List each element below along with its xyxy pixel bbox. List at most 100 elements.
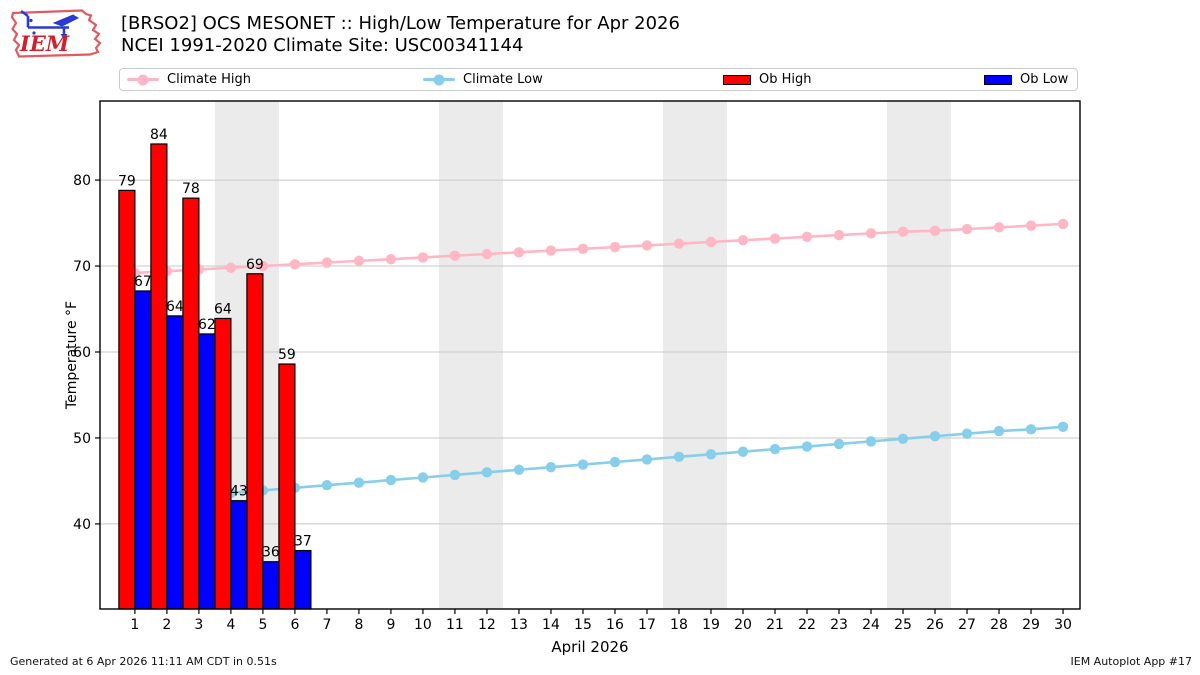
climate-low-marker xyxy=(929,431,941,442)
x-tick-label: 10 xyxy=(414,617,432,633)
ob-low-value-label: 36 xyxy=(262,545,280,561)
y-tick-label: 40 xyxy=(73,517,91,533)
climate-high-marker xyxy=(385,253,397,265)
climate-low-marker xyxy=(449,469,461,481)
climate-high-line xyxy=(134,222,1064,275)
ob-low-bar xyxy=(166,315,184,610)
ob-low-bar xyxy=(230,500,248,610)
x-tick-label: 29 xyxy=(1022,617,1040,633)
climate-low-marker xyxy=(1025,424,1037,435)
ob-high-bar xyxy=(118,189,136,610)
ob-low-value-label: 37 xyxy=(294,534,312,550)
climate-high-marker xyxy=(481,248,493,260)
app-credit: IEM Autoplot App #17 xyxy=(1070,655,1193,668)
climate-high-marker xyxy=(801,231,813,243)
legend-item-ob-high: Ob High xyxy=(723,69,812,90)
ob-high-bar xyxy=(150,143,168,610)
climate-low-marker xyxy=(513,464,525,475)
x-tick-label: 6 xyxy=(290,617,299,633)
title-block: [BRSO2] OCS MESONET :: High/Low Temperat… xyxy=(121,13,680,57)
climate-low-marker xyxy=(833,438,845,450)
climate-high-marker xyxy=(449,250,461,261)
climate-high-marker xyxy=(417,252,429,263)
ob-high-value-label: 84 xyxy=(150,127,168,143)
legend-label: Ob Low xyxy=(1020,72,1069,87)
generated-timestamp: Generated at 6 Apr 2026 11:11 AM CDT in … xyxy=(10,655,277,668)
legend-item-climate-high: Climate High xyxy=(127,69,251,90)
climate-low-marker xyxy=(961,428,973,439)
climate-high-line-marker-icon xyxy=(127,74,159,85)
climate-low-marker xyxy=(769,443,781,455)
weekend-band xyxy=(887,101,952,609)
x-tick-label: 15 xyxy=(574,617,592,633)
x-tick-label: 18 xyxy=(670,617,688,633)
y-tick-label: 60 xyxy=(73,345,91,361)
climate-low-marker xyxy=(545,461,557,473)
climate-high-marker xyxy=(577,243,589,255)
climate-high-marker xyxy=(353,255,365,267)
x-tick-label: 27 xyxy=(958,617,976,633)
ob-low-bar xyxy=(134,290,152,610)
climate-low-marker xyxy=(577,459,589,470)
weathervane-icon xyxy=(20,9,80,41)
ob-low-value-label: 43 xyxy=(230,484,248,500)
chart-title: [BRSO2] OCS MESONET :: High/Low Temperat… xyxy=(121,13,680,34)
climate-low-marker xyxy=(705,449,717,460)
climate-high-marker xyxy=(865,228,877,239)
legend-label: Ob High xyxy=(759,72,812,87)
climate-high-marker xyxy=(257,260,269,272)
x-tick-label: 1 xyxy=(130,617,139,633)
y-tick-label: 50 xyxy=(73,431,91,447)
chart-subtitle: NCEI 1991-2020 Climate Site: USC00341144 xyxy=(121,35,524,56)
iem-logo-text: IEM xyxy=(19,31,70,56)
climate-high-marker xyxy=(705,236,717,248)
ob-high-bar xyxy=(214,317,232,610)
y-tick-label: 80 xyxy=(73,173,91,189)
legend: Climate High Climate Low Ob High Ob Low xyxy=(119,68,1078,91)
ob-low-bar xyxy=(294,549,312,610)
ob-high-value-label: 69 xyxy=(246,257,264,273)
iowa-outline xyxy=(10,9,102,58)
climate-low-marker xyxy=(865,436,877,447)
x-tick-label: 7 xyxy=(322,617,331,633)
x-tick-label: 2 xyxy=(162,617,171,633)
x-tick-label: 30 xyxy=(1054,617,1072,633)
legend-label: Climate Low xyxy=(463,72,543,87)
climate-low-line-marker-icon xyxy=(423,74,455,85)
ob-high-value-label: 78 xyxy=(182,181,200,197)
climate-high-marker xyxy=(673,238,685,249)
climate-low-marker xyxy=(321,480,333,491)
y-axis-label: Temperature °F xyxy=(64,301,80,410)
x-tick-label: 9 xyxy=(386,617,395,633)
climate-high-marker xyxy=(769,233,781,244)
x-axis-label: April 2026 xyxy=(551,638,628,656)
x-tick-label: 8 xyxy=(354,617,363,633)
legend-item-climate-low: Climate Low xyxy=(423,69,543,90)
climate-low-marker xyxy=(385,474,397,486)
climate-high-marker xyxy=(1057,218,1069,230)
x-tick-label: 13 xyxy=(510,617,528,633)
x-tick-label: 4 xyxy=(226,617,235,633)
weekend-band xyxy=(662,101,727,609)
climate-low-marker xyxy=(417,472,429,483)
ob-high-value-label: 79 xyxy=(118,173,136,189)
x-tick-label: 19 xyxy=(702,617,720,633)
ob-low-swatch-icon xyxy=(984,74,1012,85)
x-tick-label: 23 xyxy=(830,617,848,633)
ob-low-value-label: 62 xyxy=(198,317,216,333)
climate-high-marker xyxy=(289,259,301,270)
climate-low-marker xyxy=(481,467,493,478)
ob-low-value-label: 64 xyxy=(166,299,184,315)
climate-high-marker xyxy=(929,225,941,236)
climate-low-marker xyxy=(353,477,365,488)
x-tick-label: 24 xyxy=(862,617,880,633)
climate-high-marker xyxy=(513,247,525,258)
climate-high-marker xyxy=(321,257,333,268)
ob-low-value-label: 67 xyxy=(134,274,152,290)
climate-low-marker xyxy=(801,441,813,452)
climate-high-marker xyxy=(833,229,845,241)
plot-frame xyxy=(99,100,1081,610)
climate-high-marker xyxy=(897,226,909,237)
